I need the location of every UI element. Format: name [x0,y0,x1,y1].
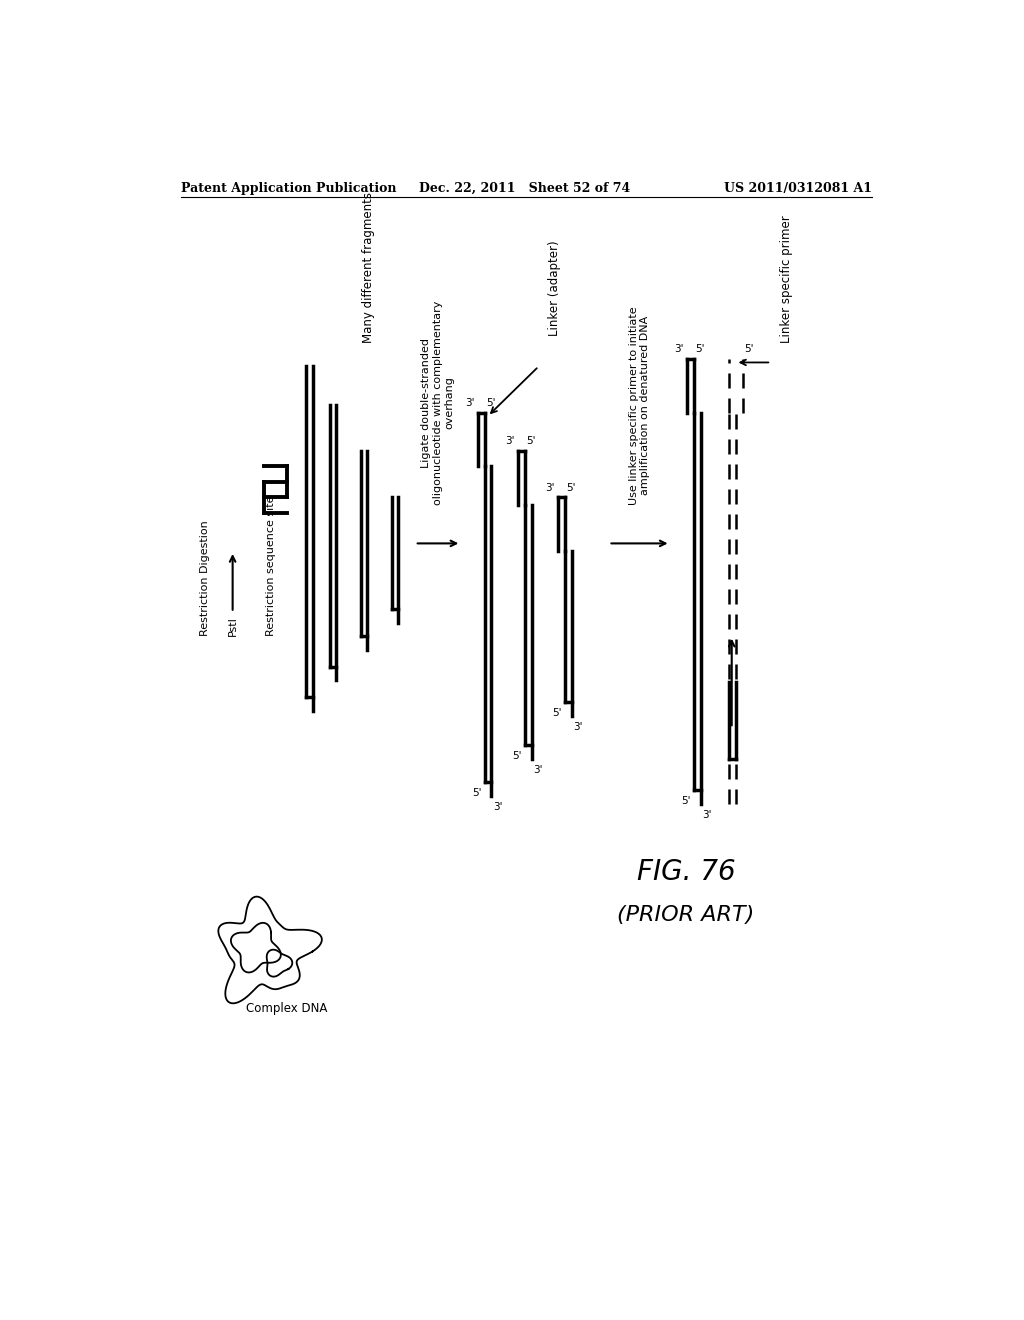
Text: Linker specific primer: Linker specific primer [780,215,794,343]
Text: 5': 5' [526,437,536,446]
Text: US 2011/0312081 A1: US 2011/0312081 A1 [724,182,872,194]
Text: 5': 5' [486,397,496,408]
Text: Patent Application Publication: Patent Application Publication [180,182,396,194]
Text: 5': 5' [553,708,562,718]
Text: Ligate double-stranded
oligonucleotide with complementary
overhang: Ligate double-stranded oligonucleotide w… [422,301,455,506]
Text: Many different fragments: Many different fragments [361,193,375,343]
Text: (PRIOR ART): (PRIOR ART) [617,906,755,925]
Text: 3': 3' [573,722,583,733]
Text: Restriction Digestion: Restriction Digestion [201,520,211,636]
Text: Linker (adapter): Linker (adapter) [548,240,561,335]
Text: Use linker specific primer to initiate
amplification on denatured DNA: Use linker specific primer to initiate a… [629,306,650,506]
Text: 3': 3' [702,810,712,820]
Text: 5': 5' [695,345,705,354]
Text: Dec. 22, 2011   Sheet 52 of 74: Dec. 22, 2011 Sheet 52 of 74 [419,182,631,194]
Text: 5': 5' [512,751,521,762]
Text: 3': 3' [546,483,555,492]
Text: 3': 3' [505,437,515,446]
Text: 3': 3' [674,345,684,354]
Text: FIG. 76: FIG. 76 [637,858,735,886]
Text: 5': 5' [744,345,754,354]
Text: PstI: PstI [227,616,238,636]
Text: 3': 3' [465,397,474,408]
Text: 5': 5' [566,483,577,492]
Text: 5': 5' [472,788,481,799]
Text: 3': 3' [493,803,503,812]
Text: 5': 5' [681,796,690,807]
Text: 3': 3' [534,766,543,775]
Text: Restriction sequence site: Restriction sequence site [266,495,276,636]
Text: Complex DNA: Complex DNA [246,1002,328,1015]
